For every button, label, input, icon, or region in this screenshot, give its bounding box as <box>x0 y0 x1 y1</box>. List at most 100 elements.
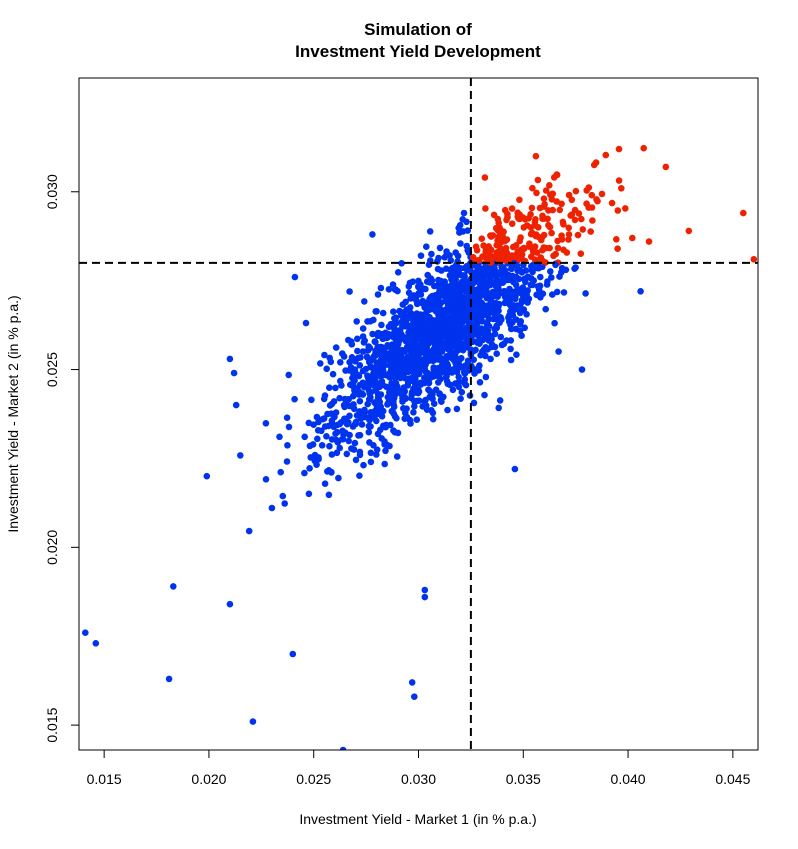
point <box>334 439 342 446</box>
point <box>367 318 374 325</box>
point <box>405 283 413 290</box>
point <box>203 472 211 480</box>
point <box>355 432 362 439</box>
point <box>321 351 328 359</box>
point <box>429 409 437 417</box>
point <box>341 415 348 423</box>
point <box>468 302 476 309</box>
x-axis: 0.015 0.020 0.025 0.030 0.035 0.040 0.045 <box>87 749 751 787</box>
point <box>446 301 453 308</box>
point <box>226 600 234 608</box>
point <box>423 337 431 345</box>
point-both-exceed <box>602 151 610 159</box>
point <box>390 308 397 316</box>
point <box>457 395 464 403</box>
point <box>482 373 490 381</box>
point <box>350 401 357 408</box>
point <box>408 679 416 686</box>
point <box>321 392 329 399</box>
point <box>487 355 494 363</box>
point <box>345 396 352 403</box>
point <box>406 307 413 315</box>
point <box>440 393 447 401</box>
point <box>473 263 481 271</box>
point-both-exceed <box>521 216 529 223</box>
point <box>495 303 502 310</box>
point-both-exceed <box>531 218 539 226</box>
point <box>471 315 478 323</box>
point <box>507 345 514 353</box>
point <box>376 343 384 351</box>
point-both-exceed <box>740 209 747 217</box>
point-both-exceed <box>546 223 554 231</box>
y-tick-label: 0.030 <box>44 174 60 209</box>
point <box>446 252 453 259</box>
point <box>336 394 343 402</box>
point <box>518 332 525 340</box>
point <box>427 317 435 325</box>
point <box>365 428 373 436</box>
point <box>409 278 417 286</box>
point <box>461 376 469 383</box>
point <box>515 275 523 283</box>
point <box>481 391 488 399</box>
point <box>237 452 244 459</box>
point <box>434 295 442 303</box>
point <box>455 322 462 330</box>
point <box>441 333 448 341</box>
point <box>442 374 450 381</box>
point <box>337 377 344 385</box>
point <box>352 456 360 464</box>
point <box>410 409 417 416</box>
point <box>349 374 356 382</box>
point-both-exceed <box>540 231 548 239</box>
point <box>348 354 356 361</box>
point <box>506 287 514 294</box>
point <box>476 316 484 323</box>
point-both-exceed <box>583 187 590 194</box>
point <box>279 492 287 500</box>
point-both-exceed <box>588 204 596 211</box>
point <box>438 267 445 274</box>
point <box>572 264 579 271</box>
point <box>433 325 441 332</box>
point <box>449 386 457 394</box>
point <box>361 298 368 305</box>
point <box>291 273 299 281</box>
point <box>454 303 461 311</box>
point <box>494 293 502 301</box>
point <box>463 242 471 250</box>
point <box>377 351 385 358</box>
point <box>514 285 522 293</box>
point <box>507 356 515 364</box>
point <box>500 340 508 348</box>
point-both-exceed <box>503 216 510 224</box>
point-both-exceed <box>578 215 585 223</box>
point <box>474 306 482 313</box>
point <box>361 337 369 345</box>
point <box>422 402 430 409</box>
point <box>455 373 463 381</box>
point <box>165 675 173 683</box>
point <box>459 283 466 290</box>
point <box>354 347 361 355</box>
point <box>413 344 420 351</box>
point-both-exceed <box>565 191 573 199</box>
point <box>476 340 483 348</box>
point-both-exceed <box>495 240 503 248</box>
point <box>352 418 360 426</box>
point <box>488 335 495 343</box>
point <box>432 386 440 394</box>
point <box>403 413 411 421</box>
point-both-exceed <box>480 242 487 249</box>
point <box>435 290 443 298</box>
point <box>497 333 505 341</box>
point <box>319 415 326 423</box>
point <box>505 276 513 283</box>
point <box>386 394 394 401</box>
point <box>226 355 234 363</box>
point <box>326 384 333 392</box>
point <box>455 383 463 391</box>
point-both-exceed <box>503 249 511 256</box>
